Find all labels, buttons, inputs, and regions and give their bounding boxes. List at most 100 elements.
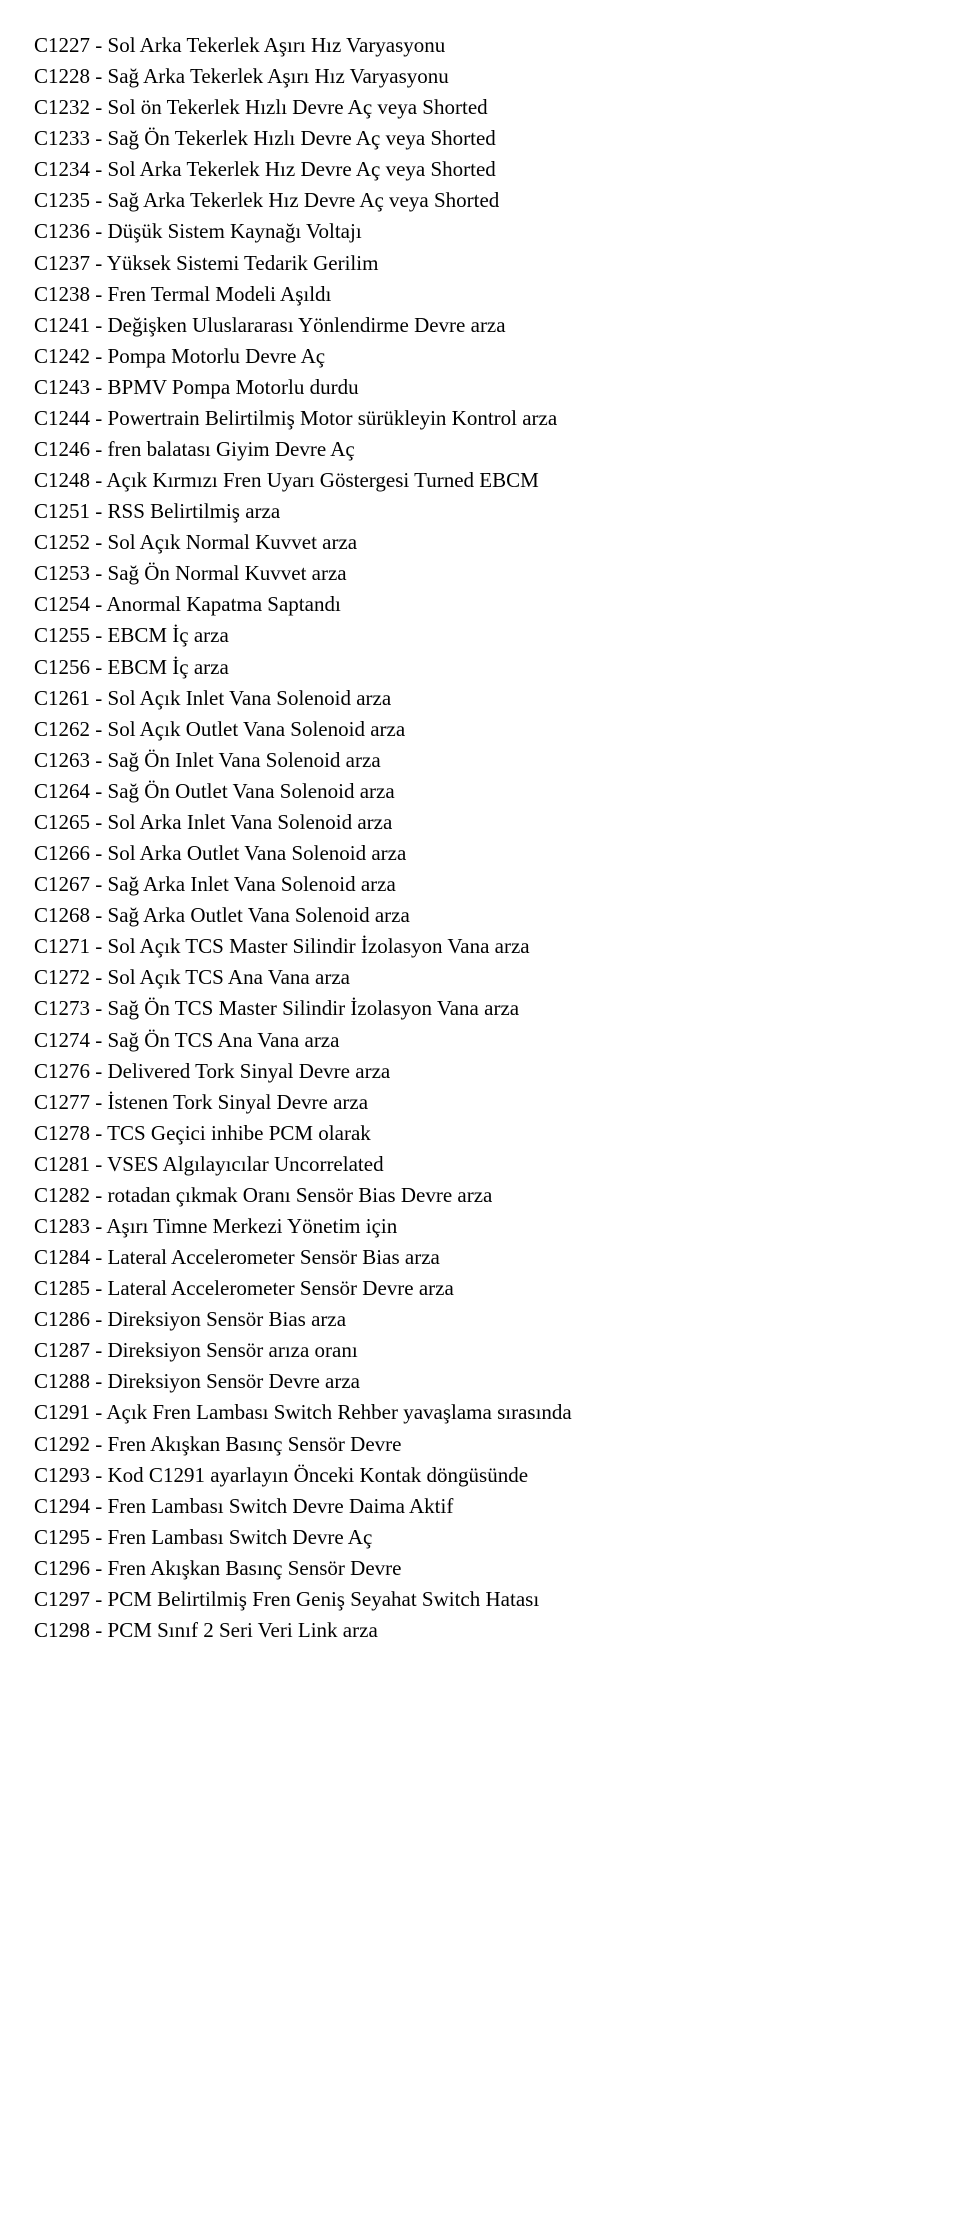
code-value: C1263 — [34, 748, 90, 772]
code-value: C1292 — [34, 1432, 90, 1456]
separator: - — [90, 437, 108, 461]
code-description: Fren Akışkan Basınç Sensör Devre — [108, 1556, 402, 1580]
separator: - — [90, 996, 108, 1020]
code-value: C1227 — [34, 33, 90, 57]
code-line: C1254 - Anormal Kapatma Saptandı — [34, 589, 960, 620]
code-description: Sol Açık Normal Kuvvet arza — [108, 530, 358, 554]
code-description: PCM Sınıf 2 Seri Veri Link arza — [108, 1618, 378, 1642]
code-value: C1251 — [34, 499, 90, 523]
separator: - — [90, 934, 108, 958]
code-value: C1274 — [34, 1028, 90, 1052]
code-description: Fren Lambası Switch Devre Aç — [108, 1525, 373, 1549]
separator: - — [90, 903, 108, 927]
code-description: Powertrain Belirtilmiş Motor sürükleyin … — [108, 406, 558, 430]
code-description: Sol Açık Outlet Vana Solenoid arza — [108, 717, 406, 741]
code-value: C1244 — [34, 406, 90, 430]
separator: - — [90, 872, 108, 896]
code-list: C1227 - Sol Arka Tekerlek Aşırı Hız Vary… — [34, 30, 960, 1646]
code-value: C1267 — [34, 872, 90, 896]
code-description: Kod C1291 ayarlayın Önceki Kontak döngüs… — [108, 1463, 529, 1487]
code-value: C1278 — [34, 1121, 90, 1145]
code-description: EBCM İç arza — [108, 655, 229, 679]
separator: - — [90, 1400, 106, 1424]
code-line: C1227 - Sol Arka Tekerlek Aşırı Hız Vary… — [34, 30, 960, 61]
code-value: C1271 — [34, 934, 90, 958]
separator: - — [90, 623, 108, 647]
code-description: BPMV Pompa Motorlu durdu — [108, 375, 359, 399]
code-value: C1262 — [34, 717, 90, 741]
code-line: C1256 - EBCM İç arza — [34, 652, 960, 683]
separator: - — [90, 95, 108, 119]
code-description: Direksiyon Sensör Bias arza — [108, 1307, 347, 1331]
separator: - — [90, 64, 108, 88]
code-value: C1261 — [34, 686, 90, 710]
code-description: EBCM İç arza — [108, 623, 229, 647]
code-description: Sol Arka Tekerlek Hız Devre Aç veya Shor… — [108, 157, 496, 181]
code-line: C1294 - Fren Lambası Switch Devre Daima … — [34, 1491, 960, 1522]
code-line: C1251 - RSS Belirtilmiş arza — [34, 496, 960, 527]
code-value: C1234 — [34, 157, 90, 181]
code-line: C1252 - Sol Açık Normal Kuvvet arza — [34, 527, 960, 558]
separator: - — [90, 1245, 108, 1269]
code-line: C1284 - Lateral Accelerometer Sensör Bia… — [34, 1242, 960, 1273]
code-description: Sol Arka Inlet Vana Solenoid arza — [108, 810, 393, 834]
code-line: C1253 - Sağ Ön Normal Kuvvet arza — [34, 558, 960, 589]
code-value: C1285 — [34, 1276, 90, 1300]
code-value: C1237 — [34, 251, 90, 275]
code-description: Anormal Kapatma Saptandı — [106, 592, 340, 616]
code-line: C1235 - Sağ Arka Tekerlek Hız Devre Aç v… — [34, 185, 960, 216]
separator: - — [90, 810, 108, 834]
separator: - — [90, 219, 108, 243]
code-value: C1282 — [34, 1183, 90, 1207]
code-value: C1298 — [34, 1618, 90, 1642]
code-line: C1288 - Direksiyon Sensör Devre arza — [34, 1366, 960, 1397]
code-description: Aşırı Timne Merkezi Yönetim için — [106, 1214, 397, 1238]
code-value: C1277 — [34, 1090, 90, 1114]
code-line: C1278 - TCS Geçici inhibe PCM olarak — [34, 1118, 960, 1149]
code-line: C1298 - PCM Sınıf 2 Seri Veri Link arza — [34, 1615, 960, 1646]
code-description: Sağ Ön Outlet Vana Solenoid arza — [108, 779, 395, 803]
code-description: fren balatası Giyim Devre Aç — [108, 437, 355, 461]
code-line: C1237 - Yüksek Sistemi Tedarik Gerilim — [34, 248, 960, 279]
code-value: C1255 — [34, 623, 90, 647]
separator: - — [90, 126, 108, 150]
code-value: C1288 — [34, 1369, 90, 1393]
code-description: TCS Geçici inhibe PCM olarak — [107, 1121, 371, 1145]
code-description: Sol Açık Inlet Vana Solenoid arza — [108, 686, 392, 710]
separator: - — [90, 157, 108, 181]
separator: - — [90, 841, 108, 865]
separator: - — [90, 1214, 106, 1238]
separator: - — [90, 375, 108, 399]
separator: - — [90, 965, 108, 989]
separator: - — [90, 344, 108, 368]
code-description: Lateral Accelerometer Sensör Devre arza — [108, 1276, 454, 1300]
code-line: C1291 - Açık Fren Lambası Switch Rehber … — [34, 1397, 960, 1428]
code-value: C1243 — [34, 375, 90, 399]
code-value: C1241 — [34, 313, 90, 337]
code-line: C1264 - Sağ Ön Outlet Vana Solenoid arza — [34, 776, 960, 807]
code-description: Sağ Ön Tekerlek Hızlı Devre Aç veya Shor… — [108, 126, 496, 150]
code-value: C1273 — [34, 996, 90, 1020]
separator: - — [90, 1121, 107, 1145]
code-line: C1265 - Sol Arka Inlet Vana Solenoid arz… — [34, 807, 960, 838]
separator: - — [90, 779, 108, 803]
separator: - — [90, 1307, 108, 1331]
code-value: C1291 — [34, 1400, 90, 1424]
code-line: C1286 - Direksiyon Sensör Bias arza — [34, 1304, 960, 1335]
code-line: C1293 - Kod C1291 ayarlayın Önceki Konta… — [34, 1460, 960, 1491]
separator: - — [90, 748, 108, 772]
code-value: C1242 — [34, 344, 90, 368]
code-line: C1295 - Fren Lambası Switch Devre Aç — [34, 1522, 960, 1553]
code-description: Sol Arka Tekerlek Aşırı Hız Varyasyonu — [108, 33, 446, 57]
code-line: C1242 - Pompa Motorlu Devre Aç — [34, 341, 960, 372]
code-description: Sol Arka Outlet Vana Solenoid arza — [108, 841, 407, 865]
code-value: C1284 — [34, 1245, 90, 1269]
code-description: İstenen Tork Sinyal Devre arza — [108, 1090, 369, 1114]
separator: - — [90, 1432, 108, 1456]
separator: - — [90, 1618, 108, 1642]
code-line: C1283 - Aşırı Timne Merkezi Yönetim için — [34, 1211, 960, 1242]
separator: - — [90, 1369, 108, 1393]
separator: - — [90, 1587, 108, 1611]
code-line: C1262 - Sol Açık Outlet Vana Solenoid ar… — [34, 714, 960, 745]
separator: - — [90, 313, 108, 337]
